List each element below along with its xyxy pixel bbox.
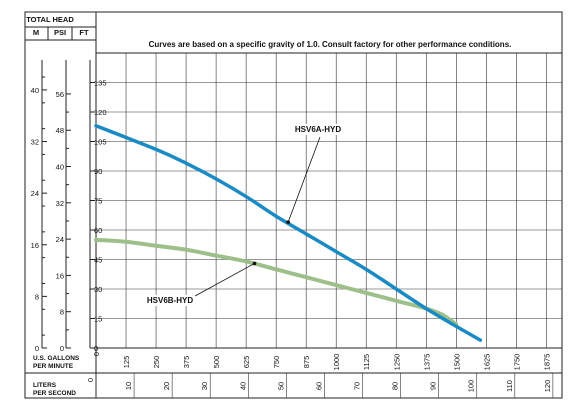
x-tick-label: 125	[122, 356, 131, 369]
x-tick-label: 250	[152, 356, 161, 369]
x-tick-label: 1000	[332, 354, 341, 371]
ft-tick-label: 120	[94, 108, 107, 117]
x-axis-title-line-2: PER MINUTE	[33, 363, 74, 370]
psi-tick-label: 24	[56, 235, 64, 244]
x2-axis-title-line-1: LITERS	[33, 382, 57, 389]
series-curve-hsv6a-hyd	[94, 124, 483, 342]
ft-tick-label: 45	[94, 256, 102, 265]
x-tick-label: 1125	[362, 354, 371, 370]
x-tick-label: 1875	[542, 354, 551, 371]
ft-tick-label: 15	[94, 315, 102, 324]
x2-axis-title-line-2: PER SECOND	[33, 390, 76, 397]
leader-dot	[252, 261, 257, 266]
psi-tick-label: 16	[56, 271, 64, 280]
chart-note: Curves are based on a specific gravity o…	[149, 40, 512, 49]
x-tick-label: 0	[92, 352, 101, 356]
m-tick-label: 16	[31, 241, 39, 250]
x-tick-label: 875	[302, 356, 311, 369]
x-tick-label: 1750	[512, 354, 521, 371]
header-title: TOTAL HEAD	[26, 15, 74, 24]
x2-tick-label: 0	[86, 378, 95, 382]
x-tick-label: 375	[182, 356, 191, 369]
header-unit-ft: FT	[79, 28, 89, 37]
psi-tick-label: 0	[60, 344, 64, 353]
x2-tick-label: 70	[353, 382, 362, 390]
leader-line	[287, 136, 321, 223]
m-tick-label: 8	[35, 292, 39, 301]
ft-tick-label: 105	[94, 138, 107, 147]
x-tick-label: 1500	[452, 354, 461, 371]
x-tick-label: 1250	[392, 354, 401, 371]
header-unit-psi: PSI	[54, 28, 66, 37]
x-tick-label: 1625	[482, 354, 491, 371]
x-tick-label: 1375	[422, 354, 431, 371]
x2-tick-label: 30	[200, 382, 209, 390]
x-tick-label: 625	[242, 356, 251, 369]
outer-border	[24, 11, 563, 399]
x2-tick-label: 50	[276, 382, 285, 390]
x2-tick-label: 90	[429, 382, 438, 390]
m-tick-label: 40	[31, 86, 39, 95]
x-tick-label: 500	[212, 356, 221, 369]
m-tick-label: 32	[31, 138, 39, 147]
x2-tick-label: 10	[124, 382, 133, 390]
chart-grid	[96, 53, 562, 349]
x-tick-label: 750	[272, 356, 281, 369]
leader-dot	[286, 220, 290, 224]
chart-frame	[24, 11, 563, 399]
m-tick-label: 24	[31, 189, 39, 198]
ft-tick-label: 90	[94, 167, 102, 176]
ft-tick-label: 0	[94, 344, 98, 353]
psi-tick-label: 32	[56, 199, 64, 208]
chart-curves	[94, 124, 483, 342]
psi-tick-label: 48	[56, 126, 64, 135]
series-label-bg	[145, 295, 195, 306]
x2-tick-label: 110	[505, 380, 514, 392]
x2-tick-label: 40	[238, 382, 247, 390]
x2-tick-label: 100	[467, 380, 476, 393]
m-tick-label: 0	[35, 344, 39, 353]
x2-tick-label: 80	[391, 382, 400, 390]
series-label: HSV6B-HYD	[147, 296, 193, 305]
chart-series-labels: HSV6A-HYD HSV6B-HYD	[145, 124, 343, 306]
psi-tick-label: 56	[56, 90, 64, 99]
x-axis-title-line-1: U.S. GALLONS	[33, 355, 80, 362]
chart-axes: 0 15 30 45 60 75 90 105 120 135 0 8 16 24 32 40 48 56 0 8 16…	[31, 60, 554, 398]
psi-tick-label: 40	[56, 163, 64, 172]
x2-tick-label: 20	[162, 382, 171, 390]
psi-tick-label: 8	[60, 308, 64, 317]
x2-tick-label: 60	[314, 382, 323, 390]
x2-tick-label: 120	[543, 380, 552, 393]
ft-tick-label: 30	[94, 285, 102, 294]
series-label: HSV6A-HYD	[295, 125, 341, 134]
header-unit-m: M	[33, 28, 39, 37]
series-label-bg	[293, 124, 343, 135]
ft-tick-label: 75	[94, 197, 102, 206]
leader-line	[194, 263, 255, 297]
ft-tick-label: 135	[94, 79, 107, 88]
ft-tick-label: 60	[94, 226, 102, 235]
